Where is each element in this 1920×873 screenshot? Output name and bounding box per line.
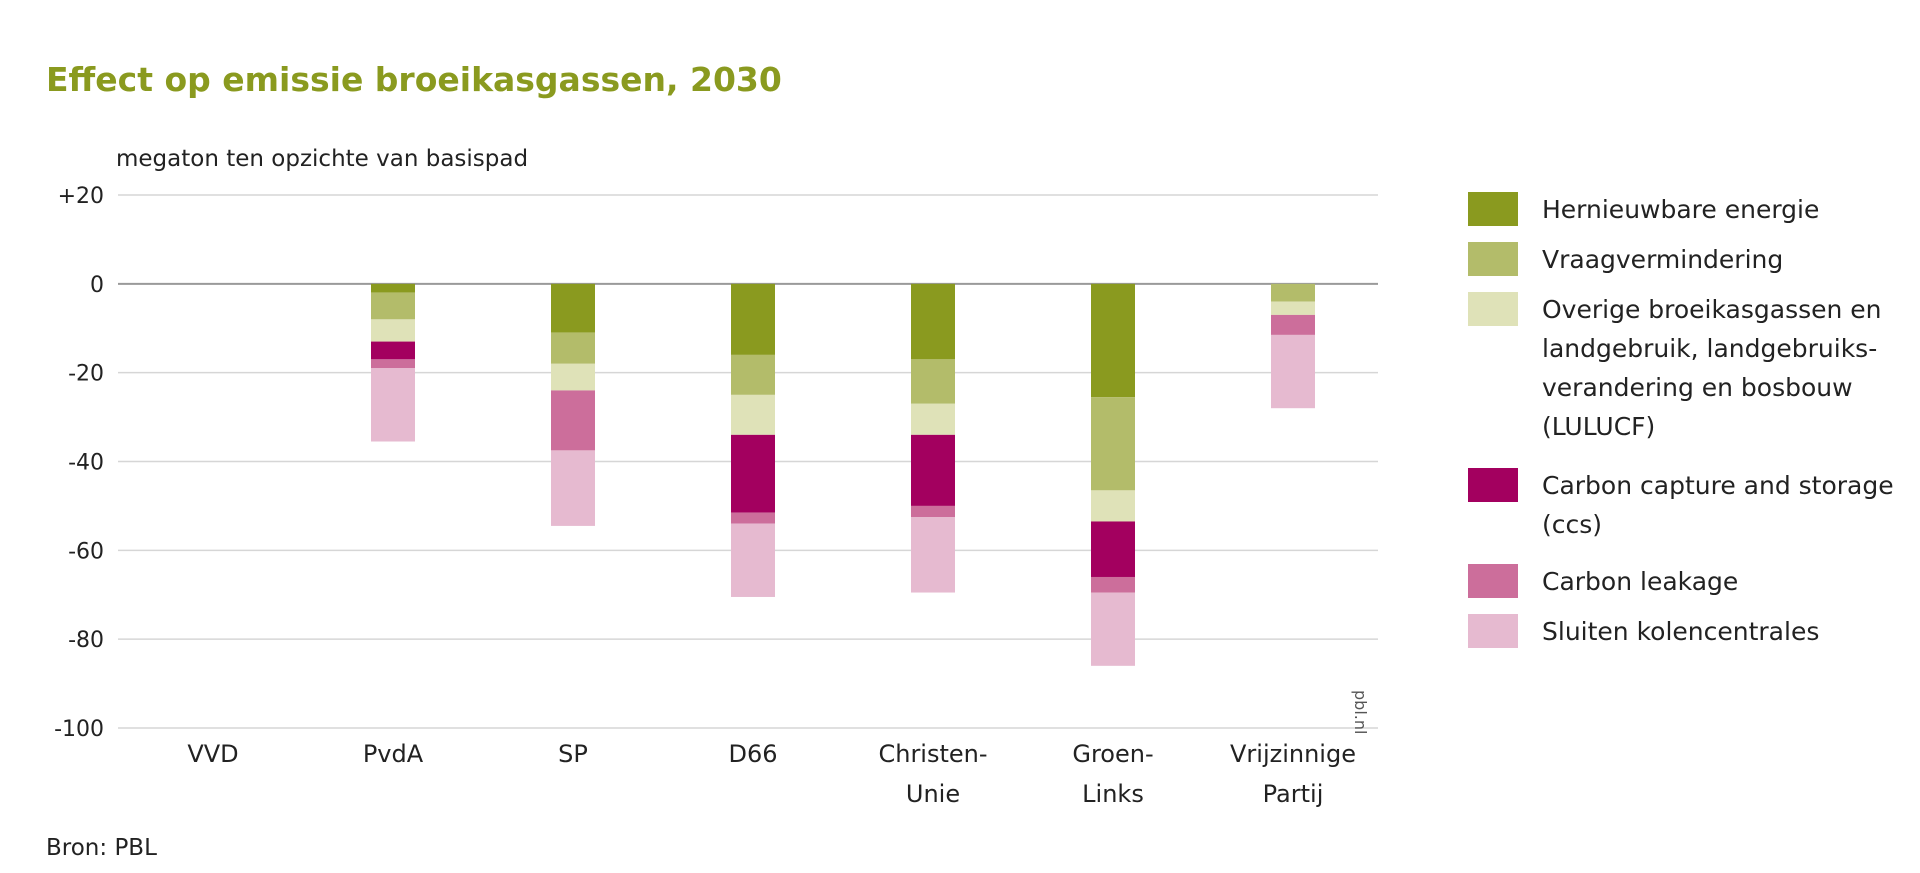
- bar-segment: [551, 283, 595, 333]
- legend-swatch: [1468, 614, 1518, 648]
- x-tick-label: Christen-: [878, 740, 987, 768]
- legend-swatch: [1468, 468, 1518, 502]
- bar-segment: [731, 512, 775, 524]
- legend-item-sluiten-kolencentrales: Sluiten kolencentrales: [1468, 614, 1912, 651]
- x-tick-label: D66: [728, 740, 777, 768]
- bar-segment: [371, 359, 415, 369]
- y-tick-label: -20: [68, 362, 104, 387]
- x-tick-label: SP: [558, 740, 588, 768]
- x-tick-label: Groen-: [1072, 740, 1153, 768]
- bar-segment: [371, 292, 415, 320]
- bar-segment: [731, 354, 775, 395]
- x-tick-label: VVD: [187, 740, 238, 768]
- bar-segment: [371, 283, 415, 293]
- bar-segment: [1091, 592, 1135, 666]
- legend-label: Hernieuwbare energie: [1542, 195, 1820, 224]
- legend-label: Vraagvermindering: [1542, 245, 1784, 274]
- bar-segment: [1091, 521, 1135, 577]
- bar-segment: [371, 319, 415, 342]
- legend-label: Sluiten kolencentrales: [1542, 617, 1820, 646]
- chart-title: Effect op emissie broeikasgassen, 2030: [46, 60, 782, 99]
- credit-label: pbl.nl: [1351, 690, 1370, 735]
- y-tick-label: -100: [54, 717, 104, 742]
- legend-swatch: [1468, 292, 1518, 326]
- bar-segment: [1271, 283, 1315, 302]
- bar-segment: [911, 434, 955, 506]
- source-label: Bron: PBL: [46, 835, 157, 861]
- bar-segment: [1271, 301, 1315, 315]
- bar-segment: [731, 434, 775, 513]
- legend-item-ccs: Carbon capture and storage (ccs): [1468, 468, 1912, 544]
- bar-segment: [911, 505, 955, 518]
- legend-label: Carbon capture and storage (ccs): [1542, 471, 1894, 539]
- bar-segment: [731, 283, 775, 355]
- y-tick-label: 0: [90, 273, 104, 298]
- x-tick-label: Partij: [1263, 780, 1324, 808]
- legend-item-hernieuwbare-energie: Hernieuwbare energie: [1468, 192, 1912, 229]
- legend-swatch: [1468, 192, 1518, 226]
- bar-segment: [911, 359, 955, 404]
- bar-segment: [551, 332, 595, 364]
- bar-segment: [551, 363, 595, 391]
- y-tick-label: -80: [68, 628, 104, 653]
- bar-segment: [731, 523, 775, 597]
- x-tick-label: Unie: [906, 780, 960, 808]
- y-tick-label: -40: [68, 451, 104, 476]
- bar-segment: [1091, 576, 1135, 593]
- bar-segment: [1091, 397, 1135, 491]
- bar-segment: [731, 394, 775, 435]
- legend-swatch: [1468, 564, 1518, 598]
- legend-item-carbon-leakage: Carbon leakage: [1468, 564, 1912, 601]
- legend-swatch: [1468, 242, 1518, 276]
- bar-segment: [911, 403, 955, 435]
- y-tick-label: -60: [68, 539, 104, 564]
- bar-segment: [551, 390, 595, 451]
- stacked-bar-chart: +20 0 -20 -40 -60 -80 -100 VVD PvdA SP D66 Christen…: [54, 184, 1378, 808]
- bar-segment: [1271, 334, 1315, 409]
- y-axis-label: megaton ten opzichte van basispad: [116, 146, 529, 172]
- x-tick-label: Vrijzinnige: [1230, 740, 1356, 768]
- legend-item-vraagvermindering: Vraagvermindering: [1468, 242, 1912, 279]
- bar-segment: [371, 368, 415, 442]
- bar-segment: [1271, 314, 1315, 335]
- bar-segment: [911, 517, 955, 593]
- bar-segment: [911, 283, 955, 360]
- bar-segment: [1091, 283, 1135, 398]
- bar-segment: [1091, 490, 1135, 522]
- bar-segment: [371, 341, 415, 360]
- bar-segment: [551, 450, 595, 526]
- legend-label: Carbon leakage: [1542, 567, 1739, 596]
- y-tick-label: +20: [58, 184, 104, 209]
- x-tick-label: Links: [1082, 780, 1144, 808]
- x-tick-label: PvdA: [363, 740, 424, 768]
- legend-item-overige-broeikasgassen: Overige broeikasgassen en landgebruik, l…: [1468, 292, 1912, 446]
- legend-label: Overige broeikasgassen en landgebruik, l…: [1542, 295, 1882, 441]
